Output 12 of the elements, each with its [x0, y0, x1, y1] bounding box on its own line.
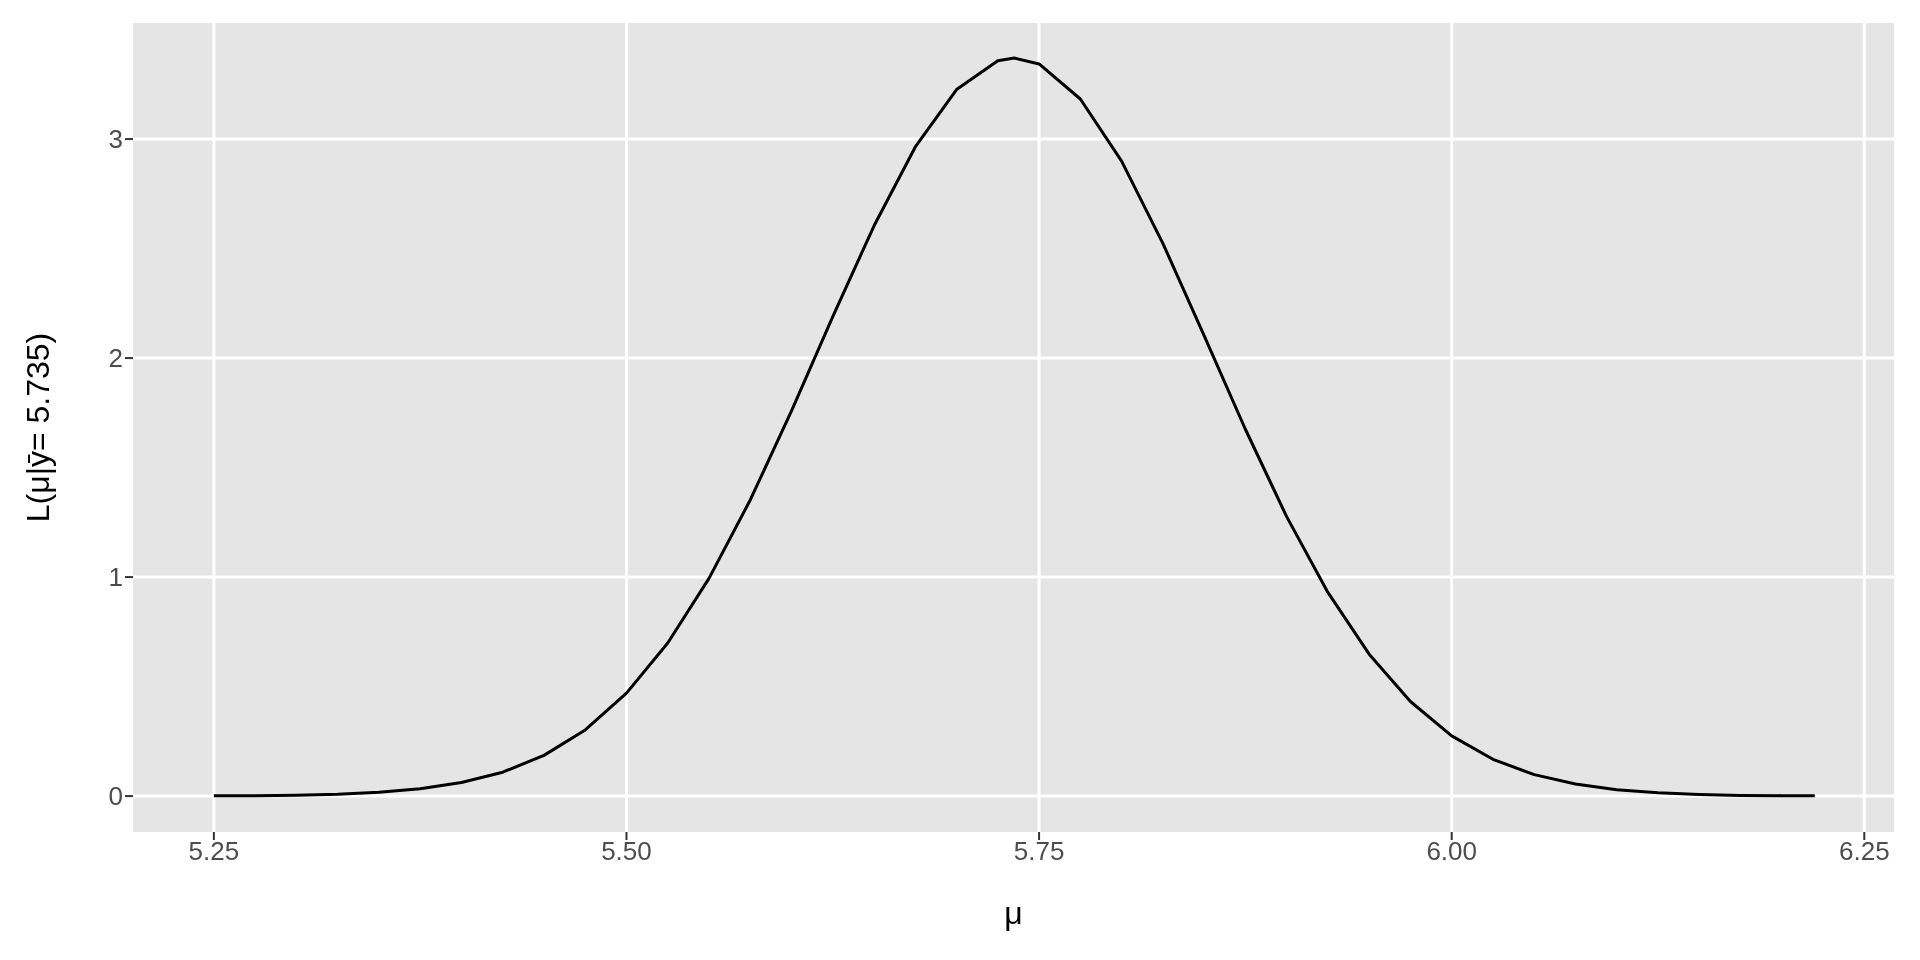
x-tick-label: 6.00	[1426, 836, 1477, 867]
y-tick-label: 1	[108, 562, 123, 593]
y-tick-label: 0	[108, 781, 123, 812]
y-tick-label: 2	[108, 343, 123, 374]
x-tick-label: 5.50	[601, 836, 652, 867]
x-tick-label: 5.75	[1013, 836, 1065, 867]
x-tick-label: 6.25	[1838, 836, 1890, 867]
x-axis-title: μ	[1004, 895, 1023, 931]
line-series	[212, 56, 1817, 798]
y-tick-label: 3	[108, 124, 123, 155]
y-axis-title: L(μ|ȳ= 5.735)	[20, 332, 57, 523]
x-tick-label: 5.25	[188, 836, 240, 867]
